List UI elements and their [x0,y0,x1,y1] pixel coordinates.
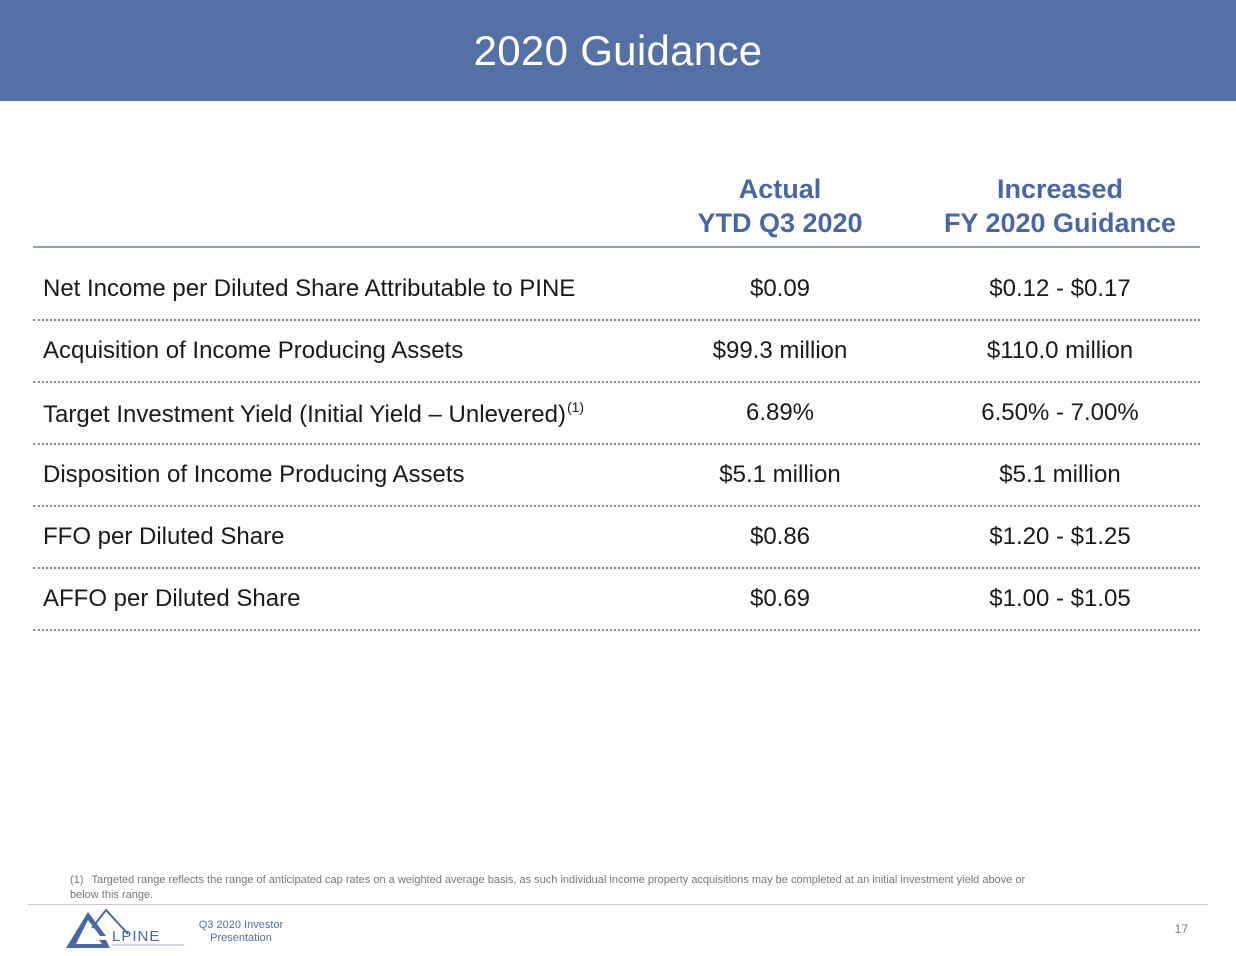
row-guidance-value: 6.50% - 7.00% [981,399,1139,426]
table-row: Net Income per Diluted Share Attributabl… [33,259,1200,321]
deck-name-line2: Presentation [210,932,272,944]
row-guidance-value: $1.00 - $1.05 [989,585,1131,612]
row-actual-value: 6.89% [745,399,815,426]
mountain-a-logo-icon [66,908,129,948]
row-actual-value: $0.09 [749,275,811,302]
column-header-actual: Actual YTD Q3 2020 [640,172,920,240]
footnote-text: Targeted range reflects the range of ant… [70,874,1026,901]
slide-title: 2020 Guidance [473,26,763,74]
column-header-guidance-line2: FY 2020 Guidance [943,208,1177,238]
row-label: AFFO per Diluted Share [43,585,301,612]
table-row: AFFO per Diluted Share $0.69 $1.00 - $1.… [33,569,1200,631]
row-guidance-value: $0.12 - $0.17 [989,275,1131,302]
footer-divider [28,904,1208,905]
footnote-mark: (1) [70,874,84,886]
table-row: Acquisition of Income Producing Assets $… [33,321,1200,383]
column-header-actual-line1: Actual [738,174,822,204]
deck-name-line1: Q3 2020 Investor [198,919,284,931]
footnote-reference: (1) [566,399,585,415]
row-label: Net Income per Diluted Share Attributabl… [43,275,576,302]
title-bar: 2020 Guidance [0,0,1236,101]
column-header-guidance: Increased FY 2020 Guidance [910,172,1210,240]
page-number: 17 [1174,922,1188,936]
guidance-table: Net Income per Diluted Share Attributabl… [33,259,1200,631]
table-row: Disposition of Income Producing Assets $… [33,445,1200,507]
column-header-actual-line2: YTD Q3 2020 [697,208,863,238]
row-guidance-value: $1.20 - $1.25 [989,523,1131,550]
footnote: (1) Targeted range reflects the range of … [70,873,1030,903]
row-actual-value: $5.1 million [719,461,841,488]
row-label: Disposition of Income Producing Assets [43,461,465,488]
row-actual-value: $0.86 [749,523,811,550]
table-row: Target Investment Yield (Initial Yield –… [33,383,1200,445]
column-header-guidance-line1: Increased [996,174,1124,204]
row-actual-value: $99.3 million [712,337,848,364]
row-label: Target Investment Yield (Initial Yield –… [43,399,585,428]
row-label: FFO per Diluted Share [43,523,285,550]
row-guidance-value: $5.1 million [999,461,1121,488]
alpine-logo: LPINE [66,908,184,948]
row-guidance-value: $110.0 million [986,337,1134,364]
logo-wordmark: LPINE [112,928,160,945]
row-label: Acquisition of Income Producing Assets [43,337,464,364]
table-row: FFO per Diluted Share $0.86 $1.20 - $1.2… [33,507,1200,569]
row-actual-value: $0.69 [749,585,811,612]
deck-name: Q3 2020 Investor Presentation [196,919,286,945]
header-divider [33,246,1200,248]
